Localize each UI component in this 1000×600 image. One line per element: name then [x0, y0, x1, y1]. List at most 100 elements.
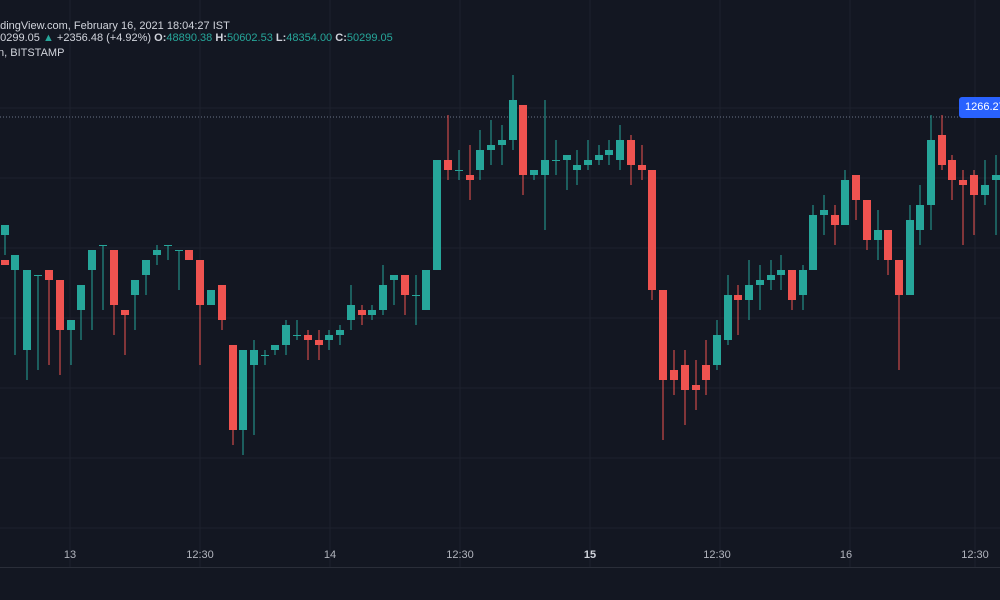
candle-down [884, 230, 892, 275]
candle-body [88, 250, 96, 270]
candle-up [605, 140, 613, 165]
candle-up [239, 350, 247, 455]
candle-body [142, 260, 150, 275]
candle-up [713, 320, 721, 370]
candle-body [724, 295, 732, 340]
candle-down [196, 260, 204, 365]
candle-body [77, 285, 85, 310]
high-label: H: [215, 32, 227, 44]
candle-body [756, 280, 764, 285]
candle-down [734, 285, 742, 335]
price-axis-label[interactable]: 1266.27 [959, 97, 1000, 118]
candle-body [777, 270, 785, 275]
candle-up [799, 265, 807, 310]
candle-body [185, 250, 193, 260]
candle-up [756, 265, 764, 310]
candle-body [552, 160, 560, 161]
candle-body [927, 140, 935, 205]
candle-body [56, 280, 64, 330]
candle-body [110, 250, 118, 305]
candle-up [541, 100, 549, 230]
candle-body [874, 230, 882, 240]
candle-up [175, 250, 183, 290]
candle-up [745, 260, 753, 320]
candle-body [713, 335, 721, 365]
candle-up [99, 245, 107, 310]
candle-down [304, 330, 312, 360]
candle-body [734, 295, 742, 300]
candle-up [142, 260, 150, 295]
candle-body [638, 165, 646, 170]
candle-down [56, 280, 64, 375]
candle-body [466, 175, 474, 180]
candle-down [831, 205, 839, 245]
candle-body [948, 160, 956, 180]
candle-body [981, 185, 989, 195]
candle-down [466, 145, 474, 200]
candle-body [820, 210, 828, 215]
candle-up [498, 125, 506, 165]
candle-down [519, 105, 527, 195]
candle-up [1, 225, 9, 255]
candle-body [121, 310, 129, 315]
candle-up [347, 285, 355, 330]
candle-body [196, 260, 204, 305]
candle-up [77, 285, 85, 340]
candle-body [347, 305, 355, 320]
candle-body [916, 205, 924, 230]
candle-body [239, 350, 247, 430]
header-source: adingView.com, February 16, 2021 18:04:2… [0, 20, 230, 32]
candle-up [67, 320, 75, 365]
candle-up [927, 115, 935, 230]
candle-down [110, 250, 118, 335]
candle-up [874, 210, 882, 260]
candle-body [401, 275, 409, 295]
candle-body [692, 385, 700, 390]
candle-up [820, 195, 828, 235]
candle-body [207, 290, 215, 305]
candle-up [153, 245, 161, 265]
candle-down [1, 260, 9, 265]
candle-down [852, 175, 860, 220]
time-axis-border [0, 567, 1000, 568]
candle-up [530, 170, 538, 180]
candle-body [584, 160, 592, 165]
candle-body [45, 270, 53, 280]
candle-body [412, 295, 420, 296]
x-tick-label: 12:30 [186, 549, 214, 561]
candle-body [1, 260, 9, 265]
candle-down [948, 155, 956, 200]
candle-body [250, 350, 258, 365]
candle-down [895, 260, 903, 370]
candle-body [1, 225, 9, 235]
candle-down [670, 350, 678, 395]
candle-up [573, 150, 581, 185]
x-tick-label: 16 [839, 549, 853, 561]
candle-up [207, 290, 215, 305]
candle-body [841, 180, 849, 225]
candle-down [121, 310, 129, 355]
candle-down [401, 275, 409, 315]
symbol-exchange: n, BITSTAMP [0, 47, 65, 59]
candle-up [552, 140, 560, 175]
candle-body [487, 145, 495, 150]
candle-up [390, 275, 398, 305]
candle-body [433, 160, 441, 270]
candle-body [175, 250, 183, 251]
header-change: +2356.48 (+4.92%) [56, 32, 152, 44]
candle-up [992, 155, 1000, 235]
candle-up [293, 320, 301, 340]
candle-down [185, 250, 193, 260]
candle-body [455, 170, 463, 171]
x-tick-label: 12:30 [961, 549, 989, 561]
candle-up [777, 255, 785, 290]
candle-body [895, 260, 903, 295]
x-tick-label: 13 [63, 549, 77, 561]
candle-down [648, 170, 656, 300]
open-value: 48890.38 [166, 32, 213, 44]
candle-up [261, 350, 269, 365]
candle-down [627, 135, 635, 185]
candle-body [809, 215, 817, 270]
candle-body [325, 335, 333, 340]
